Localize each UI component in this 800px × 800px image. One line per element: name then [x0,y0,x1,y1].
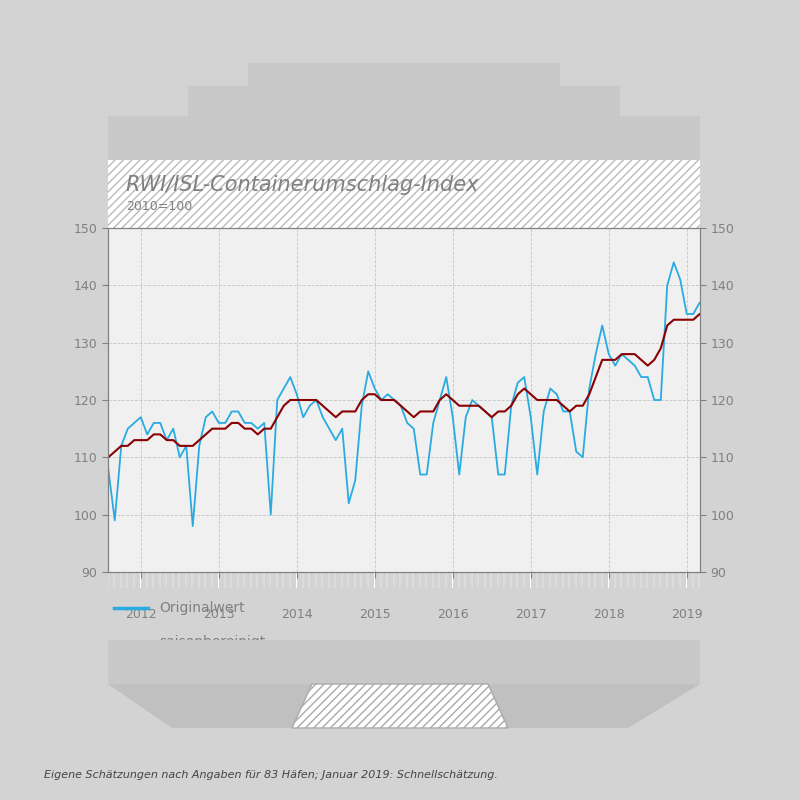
Text: 2010=100: 2010=100 [126,200,192,213]
Text: RWI/ISL-Containerumschlag-Index: RWI/ISL-Containerumschlag-Index [126,175,479,195]
Text: Eigene Schätzungen nach Angaben für 83 Häfen; Januar 2019: Schnellschätzung.: Eigene Schätzungen nach Angaben für 83 H… [44,770,498,780]
Text: saisonbereinigt: saisonbereinigt [160,635,266,649]
Text: Originalwert: Originalwert [160,601,246,615]
